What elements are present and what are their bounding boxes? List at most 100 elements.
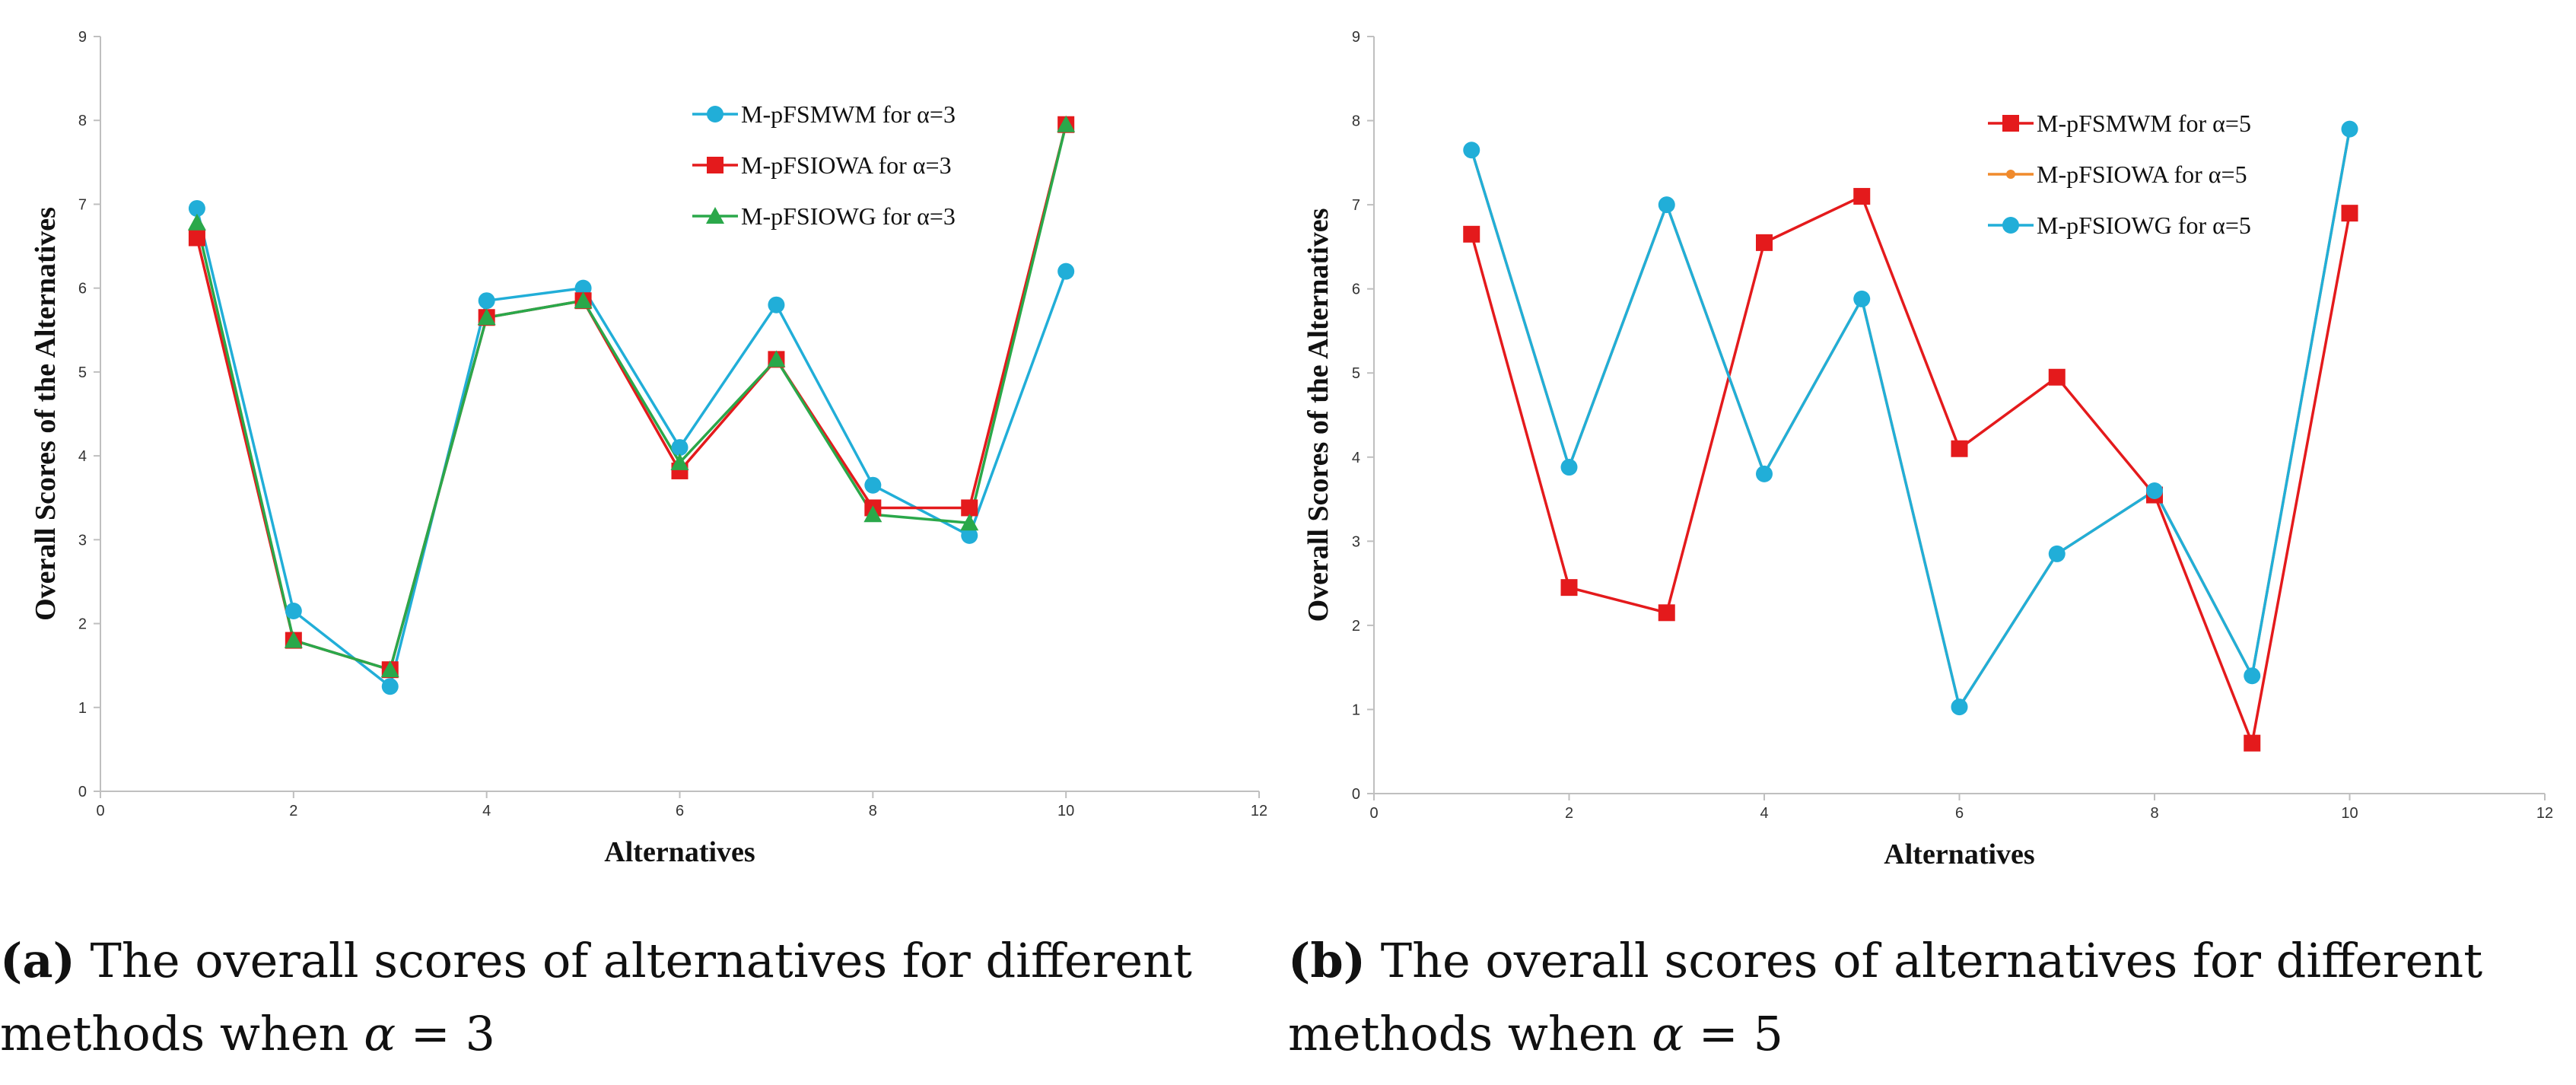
legend: M-pFSMWM for α=3 M-pFSIOWA for α=3 M-pFSIO… <box>692 100 956 230</box>
chart-panel-b: 0 1 2 3 4 5 6 7 8 9 0 2 4 6 8 10 12 Alternatives Overall S… <box>1288 0 2576 1085</box>
series-1-point <box>1853 188 1871 205</box>
caption-a-alpha: α <box>364 1006 396 1061</box>
y-tick-label: 5 <box>1352 365 1360 382</box>
caption-a-label: (a) <box>0 933 75 988</box>
x-tick-label: 12 <box>2536 805 2553 822</box>
y-tick-label: 9 <box>1352 29 1360 46</box>
series-3-point <box>1463 142 1480 159</box>
series-1-point <box>2341 205 2358 222</box>
y-tick-label: 0 <box>78 784 87 800</box>
series-3-point <box>2244 667 2261 685</box>
x-tick-label: 12 <box>1251 803 1267 819</box>
series-1-point <box>1756 234 1773 251</box>
series-1-point <box>188 199 205 217</box>
series-1-point <box>381 678 399 695</box>
series-3-point <box>284 631 303 648</box>
legend-1-label: M-pFSMWM for α=5 <box>2037 110 2251 137</box>
series-1-markers <box>188 199 1075 695</box>
x-tick-label: 8 <box>869 803 877 819</box>
legend-1-label: M-pFSMWM for α=3 <box>741 100 956 128</box>
caption-b-line2: methods when α = 5 <box>1288 998 2576 1071</box>
legend-3-label: M-pFSIOWG for α=5 <box>2037 212 2251 239</box>
series-3-markers <box>187 115 1076 678</box>
caption-a-suffix: = 3 <box>396 1006 495 1061</box>
y-tick-label: 9 <box>78 29 87 46</box>
series-1-point <box>285 603 302 620</box>
y-axis-title: Overall Scores of the Alternatives <box>1302 208 1334 622</box>
series-1-point <box>2048 368 2066 386</box>
series-3-markers <box>1463 120 2358 716</box>
series-1-point <box>2244 734 2261 752</box>
series-3-line <box>196 124 1067 671</box>
legend-3-label: M-pFSIOWG for α=3 <box>741 202 956 230</box>
caption-b-suffix: = 5 <box>1684 1006 1783 1061</box>
x-tick-label: 10 <box>2341 805 2358 822</box>
series-3-point <box>1658 196 1675 214</box>
x-tick-label: 4 <box>1760 805 1768 822</box>
chart-panel-a: 0 1 2 3 4 5 6 7 8 9 0 2 4 6 8 10 12 Alternatives Overall S… <box>0 29 1288 1071</box>
caption-a-line2: methods when α = 3 <box>0 998 1288 1071</box>
x-tick-label: 6 <box>676 803 684 819</box>
x-tick-label: 2 <box>289 803 297 819</box>
series-1-point <box>768 296 785 313</box>
series-1-point <box>1951 440 1968 457</box>
x-tick-label: 10 <box>1057 803 1074 819</box>
series-1-line <box>196 208 1067 688</box>
series-2-point <box>961 499 978 517</box>
y-tick-label: 8 <box>1352 113 1360 130</box>
caption-a-text: The overall scores of alternatives for d… <box>75 933 1192 988</box>
series-2-markers <box>188 116 1075 679</box>
caption-a: (a) The overall scores of alternatives f… <box>0 924 1288 1071</box>
y-tick-label: 2 <box>78 616 87 633</box>
caption-b-prefix: methods when <box>1288 1006 1652 1061</box>
y-tick-label: 6 <box>78 281 87 298</box>
series-2-point <box>188 229 205 247</box>
legend-3-marker <box>706 207 724 224</box>
x-axis-title: Alternatives <box>604 836 755 868</box>
series-1-point <box>1658 604 1675 622</box>
x-tick-label: 8 <box>2150 805 2158 822</box>
y-tick-label: 1 <box>1352 702 1360 718</box>
y-tick-label: 0 <box>1352 786 1360 803</box>
y-tick-label: 8 <box>78 113 87 129</box>
y-tick-label: 3 <box>1352 533 1360 550</box>
series-1-line <box>1470 195 2352 745</box>
series-3-point <box>767 350 786 368</box>
x-tick-label: 4 <box>482 803 491 819</box>
y-tick-label: 7 <box>78 196 87 213</box>
series-3-point <box>380 660 399 678</box>
series-3-point <box>477 308 496 326</box>
series-3-point <box>2146 482 2163 499</box>
series-3-point <box>1853 290 1871 307</box>
y-axis-title: Overall Scores of the Alternatives <box>30 207 62 621</box>
caption-b: (b) The overall scores of alternatives f… <box>1288 924 2576 1071</box>
series-3-point <box>670 453 689 470</box>
x-tick-label: 0 <box>1369 805 1378 822</box>
legend-2-label: M-pFSIOWA for α=5 <box>2037 161 2247 188</box>
series-3-point <box>2048 545 2066 562</box>
x-tick-label: 0 <box>96 803 104 819</box>
caption-b-alpha: α <box>1652 1006 1684 1061</box>
series-1-point <box>574 279 592 297</box>
series-1-point <box>478 292 495 310</box>
y-tick-label: 2 <box>1352 618 1360 635</box>
caption-a-line1: (a) The overall scores of alternatives f… <box>0 924 1288 998</box>
y-tick-label: 5 <box>78 364 87 381</box>
legend-2-marker <box>707 157 724 173</box>
y-tick-label: 7 <box>1352 197 1360 214</box>
legend-3-marker <box>2002 217 2019 234</box>
legend-1-marker <box>707 106 724 123</box>
series-3-point <box>960 514 979 531</box>
y-tick-label: 6 <box>1352 282 1360 298</box>
series-1-point <box>1463 225 1480 243</box>
series-3-point <box>1560 459 1578 476</box>
y-tick-label: 4 <box>1352 450 1360 466</box>
series-1-point <box>864 476 882 494</box>
series-1-point <box>671 439 689 457</box>
legend: M-pFSMWM for α=5 M-pFSIOWA for α=5 M-pFSIO… <box>1988 110 2251 239</box>
series-1-point <box>1057 262 1075 280</box>
series-3-point <box>1756 465 1773 482</box>
y-tick-label: 3 <box>78 532 87 549</box>
caption-b-label: (b) <box>1288 933 1366 988</box>
